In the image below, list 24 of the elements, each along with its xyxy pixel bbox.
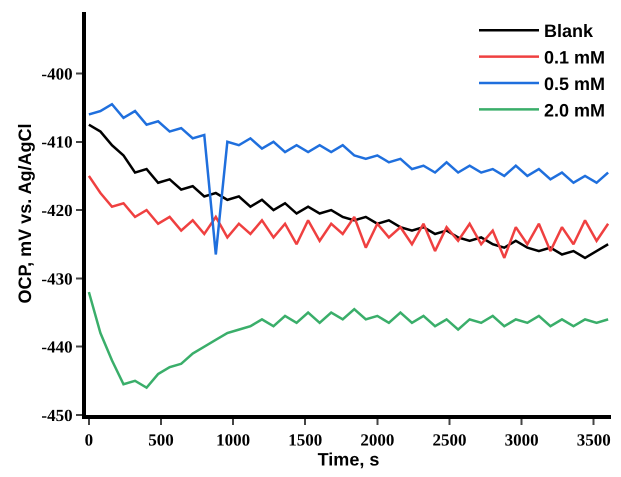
line-series <box>88 290 610 389</box>
x-tick-label: 2500 <box>432 430 466 450</box>
x-tick-label: 3500 <box>576 430 611 450</box>
legend-label: 2.0 mM <box>544 100 606 120</box>
x-tick-label: 1500 <box>288 430 322 450</box>
x-tick-label: 3000 <box>504 430 539 450</box>
x-tick-label: 1000 <box>216 430 250 450</box>
y-tick-label: -440 <box>41 338 73 357</box>
x-axis-title: Time, s <box>318 449 380 470</box>
x-tick-label: 0 <box>84 430 94 450</box>
line-series <box>88 174 610 260</box>
y-tick-label: -400 <box>41 64 73 84</box>
x-tick-label: 500 <box>148 430 174 450</box>
line-series <box>88 102 610 256</box>
y-tick-label: -450 <box>41 406 73 425</box>
legend-label: 0.5 mM <box>544 74 606 94</box>
x-tick-label: 2000 <box>360 430 394 450</box>
legend-label: Blank <box>544 21 594 42</box>
y-tick-label: -420 <box>41 201 73 220</box>
legend-label: 0.1 mM <box>544 48 606 68</box>
y-tick-label: -430 <box>41 269 73 288</box>
line-series <box>88 123 610 260</box>
y-axis-title: OCP, mV vs. Ag/AgCl <box>15 123 36 304</box>
y-tick-label: -410 <box>41 132 73 152</box>
